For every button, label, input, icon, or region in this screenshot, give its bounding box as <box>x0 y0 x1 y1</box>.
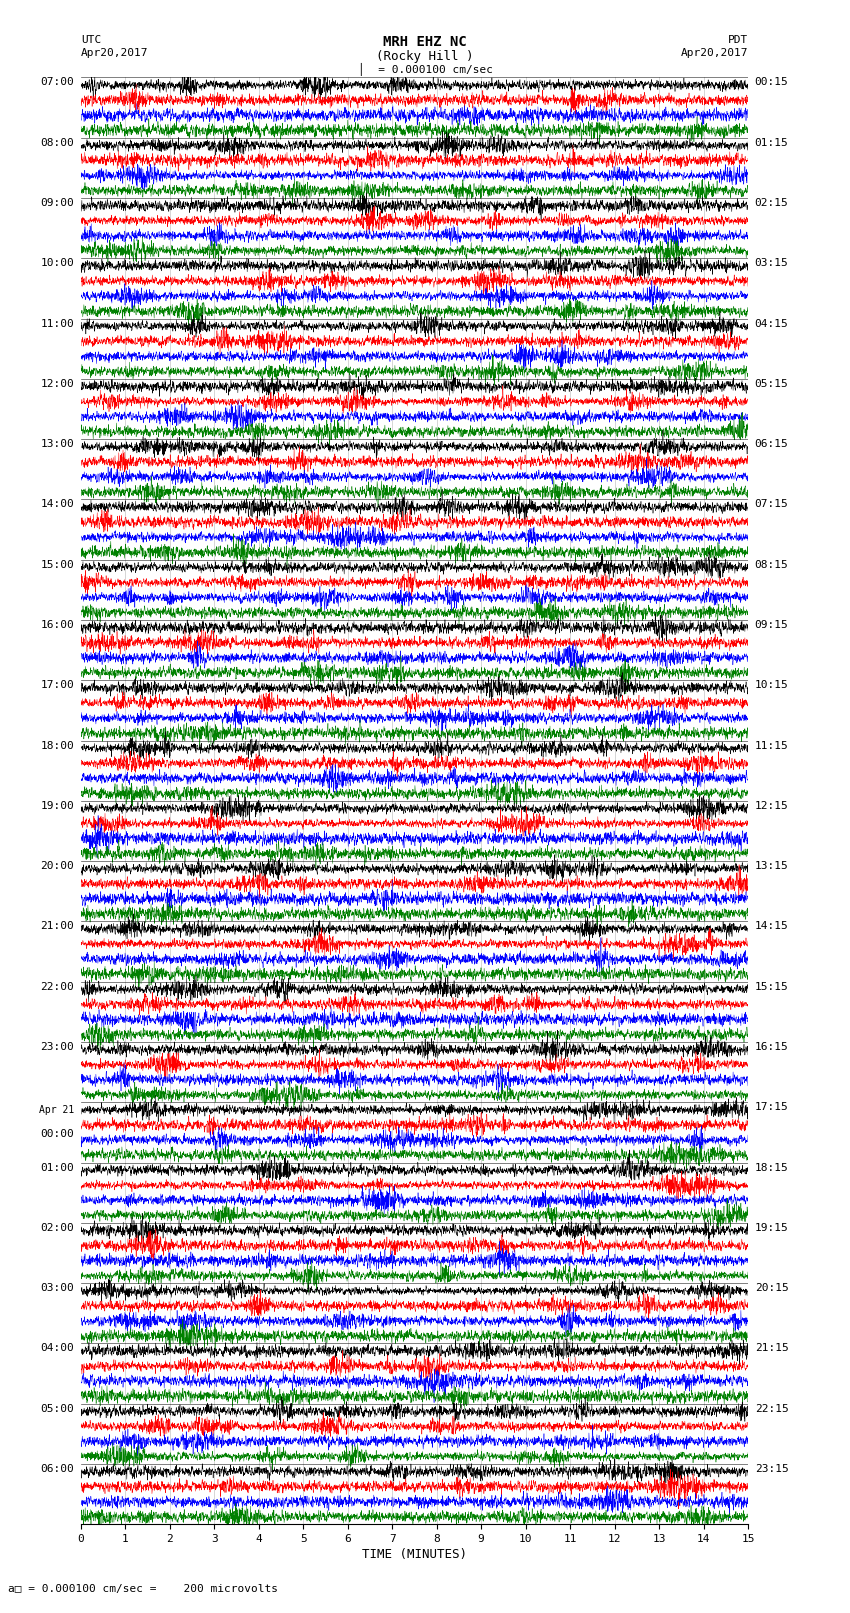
Text: 14:15: 14:15 <box>755 921 789 931</box>
Text: 04:00: 04:00 <box>40 1344 74 1353</box>
Text: 09:15: 09:15 <box>755 619 789 631</box>
Text: 16:15: 16:15 <box>755 1042 789 1052</box>
Text: 07:15: 07:15 <box>755 500 789 510</box>
Text: 19:15: 19:15 <box>755 1223 789 1232</box>
Text: 00:00: 00:00 <box>40 1129 74 1139</box>
Text: 23:15: 23:15 <box>755 1465 789 1474</box>
Text: 06:15: 06:15 <box>755 439 789 448</box>
Text: 17:15: 17:15 <box>755 1102 789 1113</box>
Text: PDT: PDT <box>728 35 748 45</box>
Text: 21:15: 21:15 <box>755 1344 789 1353</box>
Text: 12:15: 12:15 <box>755 802 789 811</box>
Text: Apr20,2017: Apr20,2017 <box>681 48 748 58</box>
Text: 05:00: 05:00 <box>40 1403 74 1413</box>
Text: 09:00: 09:00 <box>40 198 74 208</box>
Text: 23:00: 23:00 <box>40 1042 74 1052</box>
Text: a□ = 0.000100 cm/sec =    200 microvolts: a□ = 0.000100 cm/sec = 200 microvolts <box>8 1584 279 1594</box>
Text: 10:00: 10:00 <box>40 258 74 268</box>
Text: 20:00: 20:00 <box>40 861 74 871</box>
Text: 18:15: 18:15 <box>755 1163 789 1173</box>
Text: (Rocky Hill ): (Rocky Hill ) <box>377 50 473 63</box>
Text: 08:00: 08:00 <box>40 137 74 148</box>
Text: 03:15: 03:15 <box>755 258 789 268</box>
Text: 15:00: 15:00 <box>40 560 74 569</box>
Text: 22:00: 22:00 <box>40 982 74 992</box>
Text: 13:15: 13:15 <box>755 861 789 871</box>
Text: 11:00: 11:00 <box>40 319 74 329</box>
Text: 22:15: 22:15 <box>755 1403 789 1413</box>
Text: 13:00: 13:00 <box>40 439 74 448</box>
Text: 18:00: 18:00 <box>40 740 74 750</box>
Text: UTC: UTC <box>81 35 101 45</box>
Text: │  = 0.000100 cm/sec: │ = 0.000100 cm/sec <box>358 63 492 76</box>
Text: 14:00: 14:00 <box>40 500 74 510</box>
Text: 16:00: 16:00 <box>40 619 74 631</box>
Text: 08:15: 08:15 <box>755 560 789 569</box>
Text: 11:15: 11:15 <box>755 740 789 750</box>
Text: Apr20,2017: Apr20,2017 <box>81 48 148 58</box>
Text: 04:15: 04:15 <box>755 319 789 329</box>
Text: 12:00: 12:00 <box>40 379 74 389</box>
Text: 00:15: 00:15 <box>755 77 789 87</box>
Text: 02:00: 02:00 <box>40 1223 74 1232</box>
Text: 15:15: 15:15 <box>755 982 789 992</box>
Text: 19:00: 19:00 <box>40 802 74 811</box>
Text: 21:00: 21:00 <box>40 921 74 931</box>
X-axis label: TIME (MINUTES): TIME (MINUTES) <box>362 1548 467 1561</box>
Text: 17:00: 17:00 <box>40 681 74 690</box>
Text: 01:15: 01:15 <box>755 137 789 148</box>
Text: Apr 21: Apr 21 <box>39 1105 74 1115</box>
Text: 06:00: 06:00 <box>40 1465 74 1474</box>
Text: 20:15: 20:15 <box>755 1284 789 1294</box>
Text: 01:00: 01:00 <box>40 1163 74 1173</box>
Text: 05:15: 05:15 <box>755 379 789 389</box>
Text: 02:15: 02:15 <box>755 198 789 208</box>
Text: 03:00: 03:00 <box>40 1284 74 1294</box>
Text: 10:15: 10:15 <box>755 681 789 690</box>
Text: MRH EHZ NC: MRH EHZ NC <box>383 35 467 50</box>
Text: 07:00: 07:00 <box>40 77 74 87</box>
